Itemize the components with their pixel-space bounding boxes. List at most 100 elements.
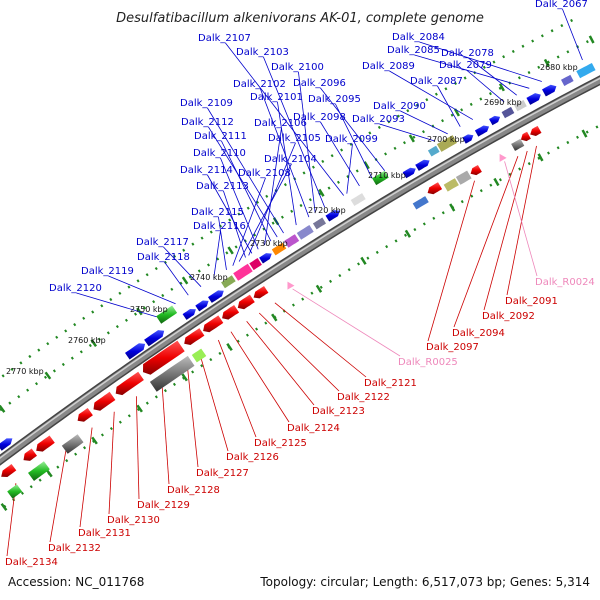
gene-label-plus: Dalk_2119	[81, 266, 134, 277]
trna-marker	[287, 281, 295, 290]
gene-label-plus: Dalk_2117	[136, 237, 189, 248]
gene-arrow	[61, 434, 84, 454]
gene-label-minus: Dalk_2123	[312, 406, 365, 417]
gene-arrow	[489, 115, 501, 126]
gene-arrow	[125, 343, 146, 360]
gene-arrow	[203, 315, 224, 333]
leader-plus	[468, 57, 517, 96]
gene-label-plus: Dalk_2085	[387, 45, 440, 56]
major-tick	[318, 188, 325, 197]
major-tick	[271, 313, 278, 322]
backbone-highlight	[0, 77, 600, 459]
leader-plus	[562, 8, 583, 61]
trna-marker	[499, 153, 507, 162]
gene-arrow	[156, 305, 178, 324]
leader-plus	[220, 157, 259, 250]
coordinate-ticks	[0, 15, 600, 511]
gene-label-plus: Dalk_2116	[193, 221, 246, 232]
kbp-label: 2760 kbp	[68, 336, 106, 345]
tick-row-1	[0, 38, 593, 412]
major-tick	[44, 371, 52, 380]
leader-plus	[437, 85, 461, 127]
gene-label-plus: Dalk_2111	[194, 131, 247, 142]
major-tick	[90, 339, 98, 348]
gene-label-minus: Dalk_2091	[505, 296, 558, 307]
leader-plus	[320, 87, 386, 171]
gene-arrow	[93, 391, 116, 411]
gene-label-minus: Dalk_2124	[287, 423, 340, 434]
leader-plus	[263, 56, 326, 208]
leader-minus	[230, 331, 290, 423]
gene-arrow	[462, 134, 474, 144]
gene-arrow	[350, 193, 366, 206]
gene-arrow	[182, 309, 196, 320]
gene-arrow	[0, 438, 13, 451]
kbp-label: 2690 kbp	[484, 98, 522, 107]
gene-label-minus: Dalk_2122	[337, 392, 390, 403]
gene-arrow	[23, 448, 37, 461]
gene-label-plus: Dalk_2100	[271, 62, 324, 73]
leader-plus	[207, 107, 284, 234]
major-tick	[91, 436, 98, 445]
gene-arrow	[233, 263, 253, 281]
leader-plus	[238, 163, 292, 262]
gene-arrow	[501, 106, 515, 119]
gene-arrow	[284, 234, 300, 248]
gene-arrow	[402, 167, 416, 179]
gene-label-plus: Dalk_2098	[293, 112, 346, 123]
gene-arrow	[511, 138, 525, 151]
leader-plus	[164, 261, 189, 296]
gene-arrow	[77, 408, 93, 422]
major-tick	[136, 404, 143, 413]
major-tick	[404, 229, 412, 238]
gene-arrow	[312, 217, 326, 230]
gene-arrow	[470, 165, 482, 176]
gene-label-plus: Dalk_2087	[410, 76, 463, 87]
rna-label: Dalk_R0025	[398, 357, 458, 368]
kbp-label: 2720 kbp	[308, 206, 346, 215]
gene-arrow	[237, 294, 255, 310]
leader-minus	[246, 321, 315, 406]
gene-label-plus: Dalk_2096	[293, 78, 346, 89]
leader-minus	[161, 378, 170, 485]
leader-plus	[264, 127, 282, 246]
gene-label-plus: Dalk_2106	[254, 118, 307, 129]
leader-plus	[207, 174, 253, 254]
major-tick	[498, 83, 505, 92]
gene-arrow	[143, 340, 185, 375]
leader-minus	[258, 312, 340, 392]
major-tick	[449, 203, 456, 212]
major-tick	[360, 256, 367, 265]
leader-plus	[346, 143, 353, 194]
leader-minus	[199, 352, 229, 452]
gene-label-plus: Dalk_2095	[308, 94, 361, 105]
kbp-label: 2740 kbp	[190, 273, 228, 282]
gene-arrow	[427, 182, 443, 195]
gene-arrow	[259, 253, 272, 264]
gene-label-plus: Dalk_2102	[233, 79, 286, 90]
gene-label-plus: Dalk_2105	[268, 133, 321, 144]
gene-label-plus: Dalk_2107	[198, 33, 251, 44]
leader-plus	[379, 123, 436, 142]
leader-plus	[76, 292, 157, 318]
gene-arrow	[427, 145, 440, 157]
major-tick	[363, 161, 370, 170]
leader-minus	[49, 445, 68, 543]
gene-label-plus: Dalk_2118	[137, 252, 190, 263]
major-tick	[226, 343, 233, 352]
gene-arrow	[296, 225, 314, 240]
gene-arrow	[149, 355, 195, 392]
gene-arrow	[271, 242, 287, 256]
tick-row-0	[0, 15, 581, 380]
gene-arrow	[455, 170, 472, 185]
leader-minus	[135, 396, 140, 500]
leader-plus	[400, 110, 448, 135]
gene-label-minus: Dalk_2092	[482, 311, 535, 322]
leader-plus	[225, 42, 344, 196]
gene-label-minus: Dalk_2134	[5, 557, 58, 568]
kbp-label: 2700 kbp	[427, 135, 465, 144]
gene-arrow	[184, 328, 205, 345]
leader-plus	[335, 103, 373, 179]
genome-backbone	[0, 75, 600, 466]
gene-label-minus: Dalk_2130	[107, 515, 160, 526]
